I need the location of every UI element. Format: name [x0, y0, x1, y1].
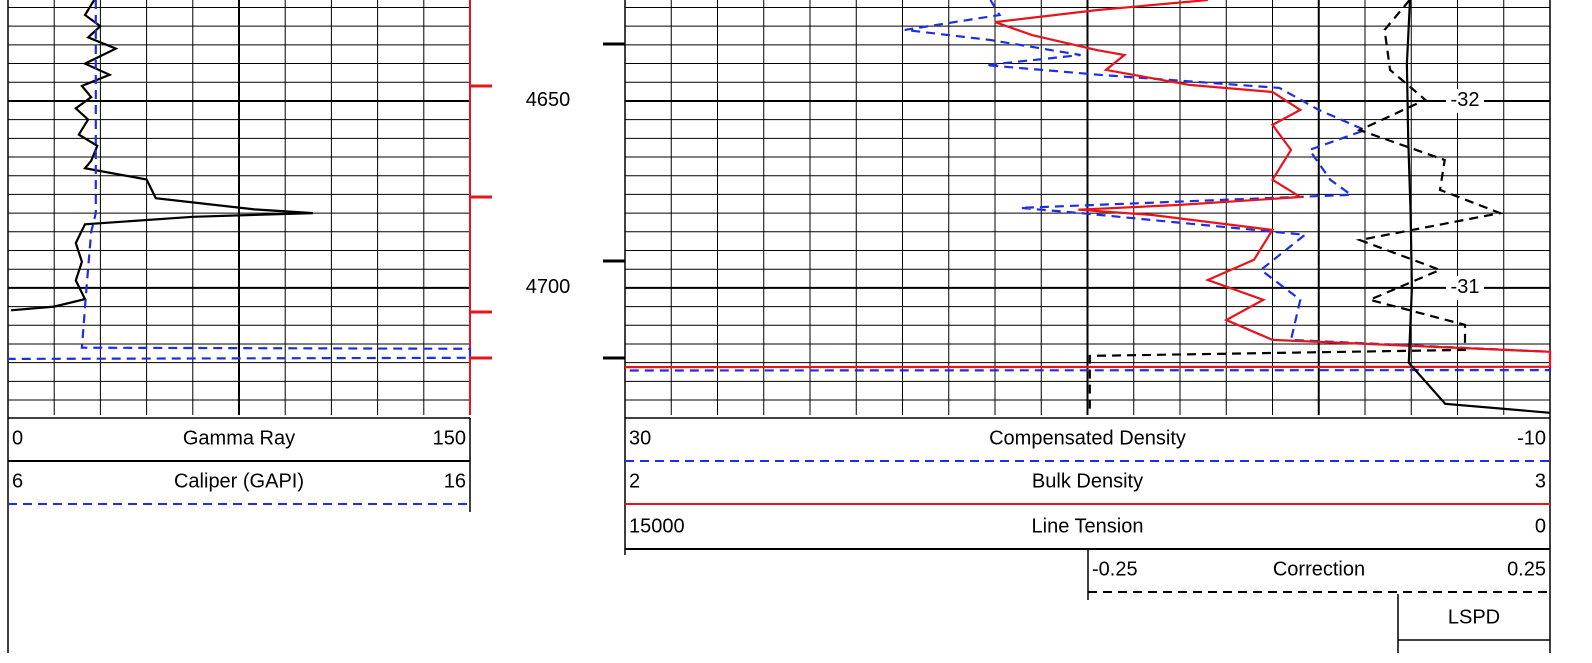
scale-min: 6	[12, 470, 23, 492]
log-curve	[1088, 0, 1505, 413]
legend-label: LSPD	[1448, 606, 1500, 628]
log-curve	[624, 0, 1552, 369]
scale-max: 16	[444, 470, 466, 492]
scale-min: 15000	[629, 515, 685, 537]
scale-min: -0.25	[1092, 558, 1138, 580]
log-curve	[11, 0, 313, 312]
depth-label: 4700	[526, 276, 571, 298]
scale-min: 0	[12, 427, 23, 449]
scale-min: 30	[629, 427, 651, 449]
scale-max: 150	[433, 427, 466, 449]
depth-label: 4650	[526, 89, 571, 111]
curves	[7, 0, 1552, 414]
scale-max: 0.25	[1507, 558, 1546, 580]
annotation: -32	[1451, 89, 1480, 111]
annotation-bg	[1446, 275, 1484, 300]
log-curve	[1405, 0, 1551, 414]
scale-min: 2	[629, 470, 640, 492]
legend-label: Line Tension	[1032, 515, 1144, 537]
legend-label: Correction	[1273, 558, 1365, 580]
depth-markers	[470, 42, 625, 360]
scale-max: -10	[1517, 427, 1546, 449]
scale-max: 0	[1535, 515, 1546, 537]
legend-label: Compensated Density	[989, 427, 1186, 449]
legend-label: Bulk Density	[1032, 470, 1143, 492]
legend-label: Gamma Ray	[183, 427, 295, 449]
log-curve	[624, 0, 1552, 372]
annotation: -31	[1451, 276, 1480, 298]
legend-label: Caliper (GAPI)	[174, 470, 304, 492]
scale-max: 3	[1535, 470, 1546, 492]
annotation-bg	[1446, 88, 1484, 113]
log-curve	[7, 0, 472, 360]
frame	[7, 0, 1551, 653]
